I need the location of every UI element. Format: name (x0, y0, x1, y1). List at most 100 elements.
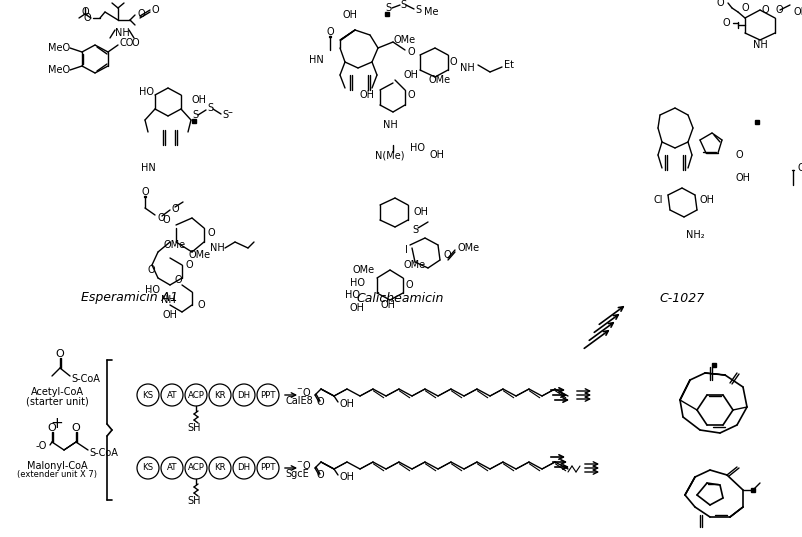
Text: KS: KS (143, 463, 153, 473)
Text: -O: -O (35, 441, 47, 451)
Text: O: O (326, 27, 334, 37)
Text: $^{-}$O: $^{-}$O (296, 386, 311, 398)
Text: NH: NH (115, 28, 129, 38)
Text: OH: OH (191, 95, 206, 105)
Text: OH: OH (350, 303, 365, 313)
Text: Acetyl-CoA: Acetyl-CoA (30, 387, 83, 397)
Text: OH: OH (163, 310, 177, 320)
Polygon shape (751, 488, 755, 492)
Text: S: S (415, 5, 421, 15)
Text: OMe: OMe (457, 243, 479, 253)
Text: Calicheamicin: Calicheamicin (356, 292, 444, 304)
Text: OMe: OMe (164, 240, 186, 250)
Text: MeO: MeO (48, 65, 70, 75)
Text: O: O (137, 9, 144, 19)
Text: O: O (172, 204, 180, 214)
Text: OH: OH (700, 195, 715, 205)
Text: O: O (152, 5, 160, 15)
Text: OH: OH (360, 90, 375, 100)
Text: N(Me): N(Me) (375, 150, 405, 160)
Text: HN: HN (309, 55, 323, 65)
Text: O: O (407, 47, 415, 57)
Text: –: – (228, 107, 233, 117)
Text: CalE8: CalE8 (285, 396, 313, 406)
Polygon shape (192, 119, 196, 123)
Text: Et: Et (504, 60, 514, 70)
Text: O: O (775, 5, 783, 15)
Text: OMe: OMe (793, 7, 802, 17)
Text: O: O (207, 228, 215, 238)
Text: HO: HO (410, 143, 425, 153)
Text: O: O (185, 260, 192, 270)
Text: OMe: OMe (429, 75, 451, 85)
Text: O: O (797, 163, 802, 173)
Text: HO: HO (145, 285, 160, 295)
Text: HO: HO (345, 290, 360, 300)
Text: O: O (761, 5, 769, 15)
Text: O: O (450, 57, 458, 67)
Text: O: O (174, 275, 182, 285)
Text: OH: OH (403, 70, 418, 80)
Text: O: O (141, 187, 149, 197)
Text: O: O (316, 397, 324, 407)
Text: DH: DH (237, 390, 250, 400)
Text: OMe: OMe (353, 265, 375, 275)
Text: SgcE: SgcE (285, 469, 309, 479)
Text: HO: HO (139, 87, 154, 97)
Text: AT: AT (167, 463, 177, 473)
Text: OH: OH (339, 472, 354, 482)
Text: PPT: PPT (261, 463, 276, 473)
Text: KR: KR (214, 463, 226, 473)
Text: MeO: MeO (48, 43, 70, 53)
Text: SH: SH (187, 496, 200, 506)
Text: HO: HO (350, 278, 365, 288)
Text: CO: CO (120, 38, 135, 48)
Text: O: O (735, 150, 743, 160)
Text: O: O (316, 470, 324, 480)
Text: S: S (412, 225, 418, 235)
Text: DH: DH (237, 463, 250, 473)
Text: SH: SH (187, 423, 200, 433)
Text: S: S (385, 3, 391, 13)
Polygon shape (755, 120, 759, 124)
Text: O: O (157, 213, 164, 223)
Text: O: O (83, 13, 91, 23)
Text: Malonyl-CoA: Malonyl-CoA (26, 461, 87, 471)
Text: O: O (716, 0, 724, 8)
Text: KR: KR (214, 390, 226, 400)
Text: Me: Me (424, 7, 439, 17)
Text: OH: OH (735, 173, 750, 183)
Text: $^{-}$O: $^{-}$O (296, 459, 311, 471)
Text: +: + (51, 417, 63, 432)
Text: S: S (207, 103, 213, 113)
Text: KS: KS (143, 390, 153, 400)
Text: O: O (132, 38, 140, 48)
Text: NH: NH (160, 295, 176, 305)
Text: OH: OH (380, 300, 395, 310)
Text: O: O (443, 250, 451, 260)
Text: O: O (723, 18, 730, 28)
Text: OH: OH (339, 399, 354, 409)
Text: (extender unit X 7): (extender unit X 7) (17, 470, 97, 480)
Text: NH₂: NH₂ (686, 230, 704, 240)
Text: OMe: OMe (403, 260, 425, 270)
Text: OH: OH (430, 150, 445, 160)
Text: O: O (406, 280, 414, 290)
Text: Cl: Cl (654, 195, 663, 205)
Text: NH: NH (383, 120, 397, 130)
Text: AT: AT (167, 390, 177, 400)
Text: ACP: ACP (188, 463, 205, 473)
Text: O: O (55, 349, 64, 359)
Text: O: O (81, 7, 89, 17)
Text: O: O (71, 423, 80, 433)
Text: O: O (408, 90, 415, 100)
Polygon shape (712, 363, 716, 367)
Text: OH: OH (342, 10, 358, 20)
Text: OMe: OMe (394, 35, 416, 45)
Text: S: S (222, 110, 228, 120)
Text: S: S (192, 110, 198, 120)
Text: NH: NH (210, 243, 225, 253)
Text: O: O (197, 300, 205, 310)
Text: S: S (400, 0, 406, 10)
Text: OMe: OMe (189, 250, 211, 260)
